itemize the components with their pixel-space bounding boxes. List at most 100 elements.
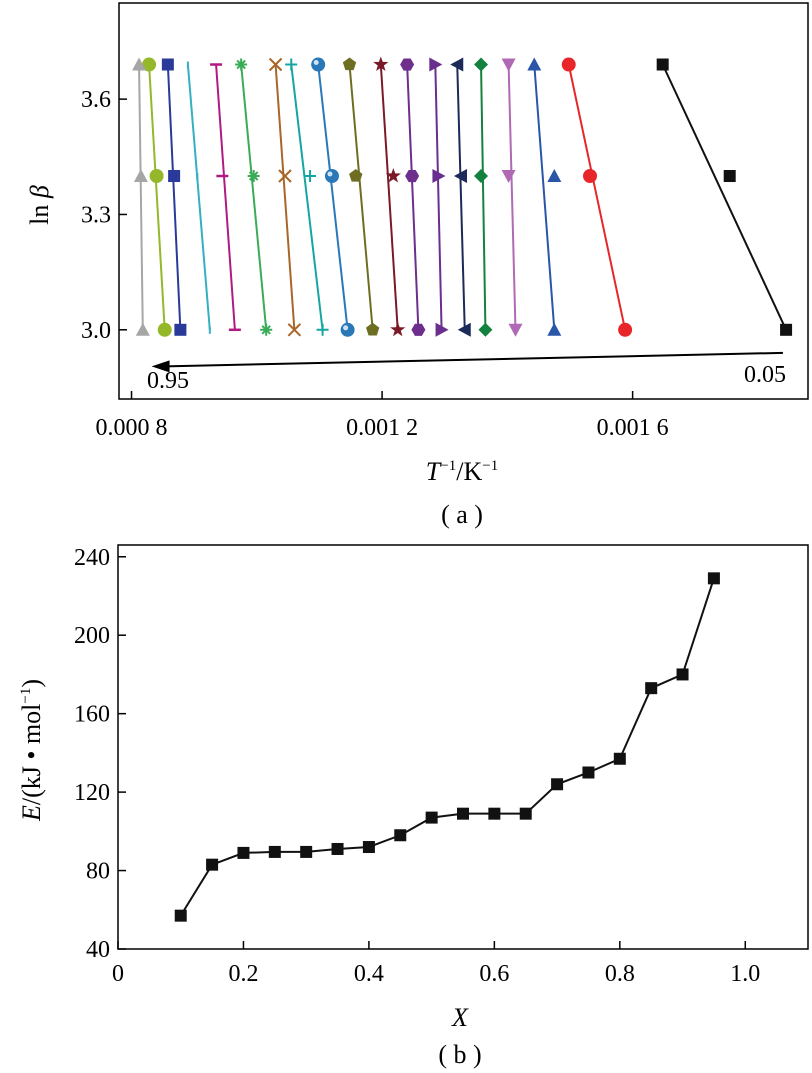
data-point: [645, 682, 658, 695]
data-point: [425, 811, 438, 824]
caption-b: ( b ): [438, 1040, 481, 1069]
series-line-5: [456, 64, 466, 330]
b-ticks: 0 0.2 0.4 0.6 0.8 1.0 40 80 120 160 200 240: [74, 545, 760, 987]
data-point: [405, 169, 420, 183]
data-point: [478, 322, 493, 337]
data-point: [501, 170, 516, 184]
data-point: [366, 322, 380, 336]
data-point: [561, 57, 576, 72]
data-point: [340, 322, 355, 337]
data-point: [260, 323, 273, 336]
data-point: [551, 778, 564, 791]
series-line-18: [138, 64, 144, 330]
series-line-6: [434, 64, 443, 330]
x-tick-label-b: 0.8: [605, 961, 635, 987]
y-tick-label-a: 3.0: [81, 318, 111, 344]
data-point: [613, 752, 626, 765]
arrow-end-label: 0.95: [147, 368, 189, 394]
series-line-8: [379, 64, 399, 330]
series-line-13: [240, 64, 268, 330]
data-point: [168, 170, 181, 183]
series-line-E: [179, 578, 715, 917]
x-tick-label-a: 0.001 2: [346, 415, 418, 441]
x-tick-label-b: 0.2: [228, 961, 258, 987]
data-point: [268, 845, 281, 858]
data-point: [582, 766, 595, 779]
series-line-7: [406, 64, 420, 330]
data-point: [474, 57, 489, 72]
data-point: [247, 170, 260, 183]
data-point: [174, 323, 187, 336]
data-point: [501, 58, 516, 72]
y-tick-label-a: 3.3: [81, 202, 111, 228]
x-tick-label-b: 0: [112, 961, 124, 987]
data-point: [324, 169, 339, 184]
arrow-line: [165, 351, 783, 368]
series-line-12: [274, 64, 296, 330]
data-point: [435, 322, 449, 337]
data-point: [547, 322, 562, 336]
data-point: [362, 841, 375, 854]
series-line-10: [317, 64, 349, 330]
arrow-head: [151, 360, 170, 373]
data-point: [453, 169, 467, 184]
data-point: [142, 57, 157, 72]
data-point: [432, 169, 446, 184]
data-point: [149, 169, 164, 184]
data-point: [300, 845, 313, 858]
data-point: [342, 57, 357, 71]
series-line-16: [166, 64, 182, 330]
data-point: [508, 323, 523, 337]
data-point: [676, 668, 689, 681]
x-tick-label-a: 0.000 8: [96, 415, 168, 441]
data-point: [157, 322, 172, 337]
y-axis-label-b: E/(kJ • mol−1): [17, 679, 46, 822]
y-axis-label-a: ln β: [25, 185, 54, 225]
x-tick-label-b: 0.6: [479, 961, 509, 987]
x-axis-label-b: X: [451, 1003, 469, 1032]
x-tick-label-b: 1.0: [730, 961, 760, 987]
series-line-14: [215, 64, 236, 330]
panel-b: 0 0.2 0.4 0.6 0.8 1.0 40 80 120 160 200 240 X E/(kJ…: [17, 544, 809, 1069]
data-point: [390, 321, 406, 337]
series-line-3: [507, 64, 517, 330]
data-point: [394, 829, 407, 842]
data-point: [450, 57, 464, 72]
data-point: [161, 58, 174, 71]
data-point: [583, 169, 598, 184]
data-point: [278, 169, 292, 183]
series-line-1: [567, 64, 627, 331]
y-tick-label-b: 160: [74, 702, 110, 728]
data-point-highlight: [313, 60, 319, 66]
y-tick-label-a: 3.6: [81, 87, 111, 113]
data-point: [429, 57, 443, 72]
data-point: [316, 323, 329, 336]
data-point: [457, 807, 469, 820]
y-tick-label-b: 120: [74, 780, 110, 806]
data-point: [311, 57, 326, 72]
data-point: [457, 322, 471, 337]
data-point: [287, 323, 302, 337]
y-tick-label-b: 80: [86, 859, 110, 885]
data-point: [206, 858, 219, 871]
arrow-start-label: 0.05: [744, 362, 786, 388]
panel-a: 0.000 8 0.001 2 0.001 6 3.0 3.3 3.6 0.05 0.95…: [25, 2, 809, 529]
series-line-11: [290, 64, 324, 330]
a-series: [132, 56, 793, 337]
series-line-2: [533, 64, 556, 330]
plot-frame-a: [118, 2, 809, 400]
data-point: [474, 169, 489, 184]
y-tick-label-b: 240: [74, 545, 110, 571]
data-point: [411, 323, 426, 336]
data-point-highlight: [343, 325, 349, 331]
data-point: [331, 842, 344, 855]
series-line-0: [661, 64, 787, 331]
data-point: [707, 572, 720, 585]
caption-a: ( a ): [441, 500, 483, 529]
b-series: [174, 572, 720, 922]
data-point: [527, 57, 542, 71]
data-point: [349, 169, 363, 182]
data-point: [237, 846, 250, 859]
data-point: [780, 323, 793, 336]
